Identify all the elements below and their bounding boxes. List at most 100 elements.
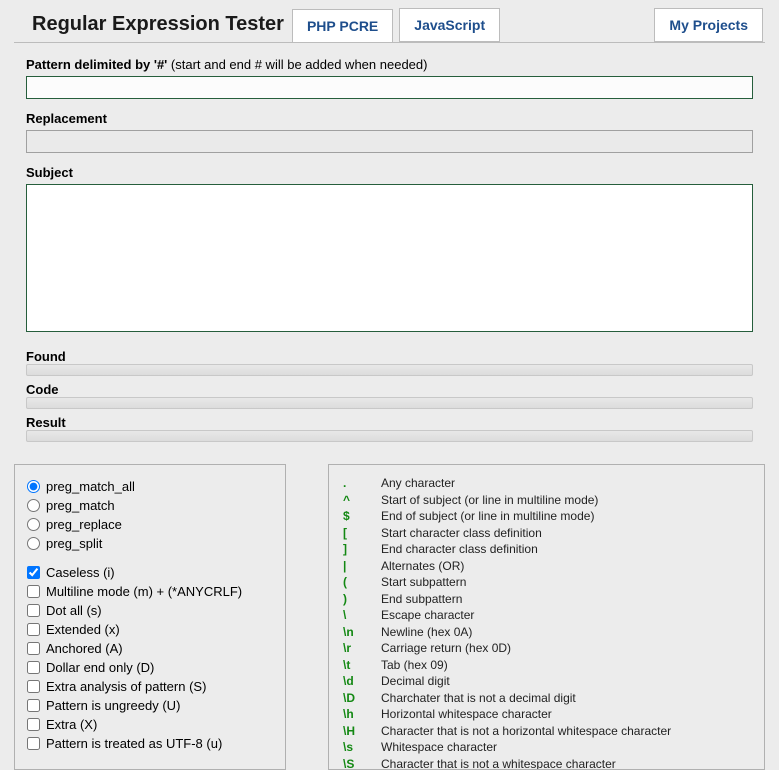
found-label: Found: [26, 349, 753, 364]
tab-javascript[interactable]: JavaScript: [399, 8, 500, 42]
func-radio[interactable]: [27, 480, 40, 493]
reference-description: Charchater that is not a decimal digit: [381, 690, 576, 707]
flag-option[interactable]: Dollar end only (D): [27, 660, 275, 675]
reference-symbol: \D: [343, 690, 381, 707]
flag-option[interactable]: Caseless (i): [27, 565, 275, 580]
flag-option[interactable]: Pattern is treated as UTF-8 (u): [27, 736, 275, 751]
reference-symbol: \h: [343, 706, 381, 723]
reference-symbol: \n: [343, 624, 381, 641]
reference-symbol: ^: [343, 492, 381, 509]
subject-textarea[interactable]: [26, 184, 753, 332]
reference-row: \DCharchater that is not a decimal digit: [343, 690, 754, 707]
func-option-preg-match[interactable]: preg_match: [27, 498, 275, 513]
reference-row: ^Start of subject (or line in multiline …: [343, 492, 754, 509]
flag-label: Extra (X): [46, 717, 97, 732]
reference-description: Character that is not a horizontal white…: [381, 723, 671, 740]
reference-description: Start character class definition: [381, 525, 542, 542]
flag-option[interactable]: Dot all (s): [27, 603, 275, 618]
reference-row: |Alternates (OR): [343, 558, 754, 575]
func-label: preg_split: [46, 536, 102, 551]
reference-symbol: (: [343, 574, 381, 591]
reference-description: End of subject (or line in multiline mod…: [381, 508, 594, 525]
flag-checkbox[interactable]: [27, 604, 40, 617]
pattern-hint: (start and end # will be added when need…: [167, 57, 427, 72]
flag-label: Dot all (s): [46, 603, 102, 618]
replacement-label: Replacement: [26, 111, 753, 126]
code-label: Code: [26, 382, 753, 397]
reference-description: Any character: [381, 475, 455, 492]
func-option-preg-match-all[interactable]: preg_match_all: [27, 479, 275, 494]
reference-description: Whitespace character: [381, 739, 497, 756]
flag-label: Pattern is treated as UTF-8 (u): [46, 736, 222, 751]
func-option-preg-split[interactable]: preg_split: [27, 536, 275, 551]
reference-description: End subpattern: [381, 591, 462, 608]
reference-symbol: \S: [343, 756, 381, 770]
reference-symbol: |: [343, 558, 381, 575]
flag-option[interactable]: Pattern is ungreedy (U): [27, 698, 275, 713]
func-option-preg-replace[interactable]: preg_replace: [27, 517, 275, 532]
reference-symbol: \r: [343, 640, 381, 657]
reference-row: \HCharacter that is not a horizontal whi…: [343, 723, 754, 740]
flag-checkbox[interactable]: [27, 623, 40, 636]
reference-row: ]End character class definition: [343, 541, 754, 558]
flag-checkbox[interactable]: [27, 585, 40, 598]
flag-checkbox[interactable]: [27, 566, 40, 579]
code-output: [26, 397, 753, 409]
reference-row: \sWhitespace character: [343, 739, 754, 756]
my-projects-button[interactable]: My Projects: [654, 8, 763, 42]
main-content: Pattern delimited by '#' (start and end …: [14, 42, 765, 456]
subject-label: Subject: [26, 165, 753, 180]
reference-description: Alternates (OR): [381, 558, 464, 575]
flag-checkbox[interactable]: [27, 680, 40, 693]
func-radio[interactable]: [27, 537, 40, 550]
reference-symbol: \H: [343, 723, 381, 740]
flag-option[interactable]: Extra analysis of pattern (S): [27, 679, 275, 694]
reference-row: .Any character: [343, 475, 754, 492]
flag-option[interactable]: Extra (X): [27, 717, 275, 732]
pattern-label: Pattern delimited by '#' (start and end …: [26, 57, 753, 72]
reference-row: (Start subpattern: [343, 574, 754, 591]
reference-symbol: \: [343, 607, 381, 624]
flag-option[interactable]: Extended (x): [27, 622, 275, 637]
reference-symbol: $: [343, 508, 381, 525]
tab-php-pcre[interactable]: PHP PCRE: [292, 9, 393, 42]
reference-row: \tTab (hex 09): [343, 657, 754, 674]
reference-row: \SCharacter that is not a whitespace cha…: [343, 756, 754, 770]
reference-description: Start of subject (or line in multiline m…: [381, 492, 598, 509]
reference-row: [Start character class definition: [343, 525, 754, 542]
flag-checkbox[interactable]: [27, 718, 40, 731]
flag-label: Dollar end only (D): [46, 660, 154, 675]
flag-option[interactable]: Anchored (A): [27, 641, 275, 656]
reference-description: Character that is not a whitespace chara…: [381, 756, 616, 770]
reference-description: Newline (hex 0A): [381, 624, 472, 641]
replacement-input[interactable]: [26, 130, 753, 153]
bottom-row: preg_match_all preg_match preg_replacepreg…: [14, 464, 765, 770]
func-radio[interactable]: [27, 518, 40, 531]
flag-option[interactable]: Multiline mode (m) + (*ANYCRLF): [27, 584, 275, 599]
reference-row: \nNewline (hex 0A): [343, 624, 754, 641]
reference-symbol: ]: [343, 541, 381, 558]
reference-symbol: [: [343, 525, 381, 542]
reference-row: $End of subject (or line in multiline mo…: [343, 508, 754, 525]
reference-description: Decimal digit: [381, 673, 450, 690]
reference-row: )End subpattern: [343, 591, 754, 608]
pattern-input[interactable]: [26, 76, 753, 99]
flag-checkbox[interactable]: [27, 661, 40, 674]
flag-label: Caseless (i): [46, 565, 115, 580]
header-row: Regular Expression Tester PHP PCRE JavaS…: [0, 0, 779, 42]
func-label: preg_match: [46, 498, 115, 513]
reference-description: Start subpattern: [381, 574, 466, 591]
options-panel: preg_match_all preg_match preg_replacepreg…: [14, 464, 286, 770]
flag-checkbox[interactable]: [27, 642, 40, 655]
reference-panel: .Any character^Start of subject (or line…: [328, 464, 765, 770]
func-radio[interactable]: [27, 499, 40, 512]
func-label: preg_replace: [46, 517, 122, 532]
flag-checkbox[interactable]: [27, 737, 40, 750]
reference-description: Tab (hex 09): [381, 657, 448, 674]
flag-checkbox[interactable]: [27, 699, 40, 712]
reference-description: Horizontal whitespace character: [381, 706, 552, 723]
tabs: PHP PCRE JavaScript My Projects: [292, 8, 763, 42]
reference-symbol: \d: [343, 673, 381, 690]
flag-label: Extra analysis of pattern (S): [46, 679, 206, 694]
pattern-label-text: Pattern delimited by '#': [26, 57, 167, 72]
